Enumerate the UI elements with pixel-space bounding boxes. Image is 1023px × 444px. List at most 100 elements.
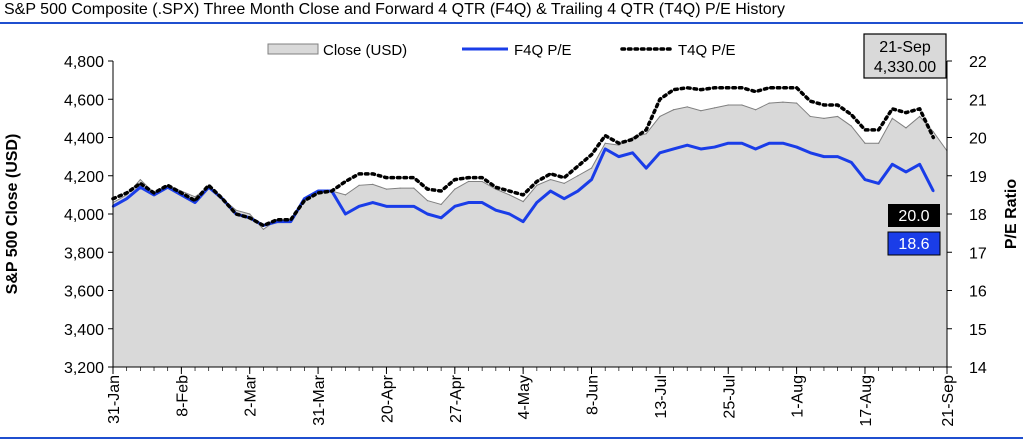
f4q-point	[781, 142, 785, 145]
t4q-point	[549, 173, 552, 175]
f4q-point	[604, 147, 607, 151]
close-point	[823, 117, 825, 119]
t4q-point	[727, 86, 730, 89]
close-point	[481, 180, 483, 183]
x-tick-label: 2-Mar	[243, 374, 260, 416]
f4q-point	[863, 178, 867, 181]
t4q-point	[371, 173, 374, 175]
t4q-point	[932, 136, 935, 139]
x-tick-labels: 31-Jan 8-Feb 2-Mar 31-Mar 20-Apr 27-Apr 4-May 8…	[106, 374, 957, 426]
chart-title: S&P 500 Composite (.SPX) Three Month Clo…	[4, 1, 785, 18]
y-tick-label: 4,200	[64, 169, 104, 186]
t4q-point	[426, 188, 429, 190]
f4q-point	[398, 205, 402, 208]
f4q-point	[535, 201, 539, 204]
close-point	[522, 200, 524, 203]
f4q-point	[672, 147, 675, 151]
t4q-point	[194, 199, 196, 202]
f4q-point	[494, 208, 498, 212]
f4q-point	[740, 142, 744, 145]
axes-layer	[108, 60, 952, 374]
x-tick-label: 17-Aug	[858, 375, 875, 427]
t4q-point	[248, 217, 251, 219]
x-tick-label: 31-Jan	[106, 375, 123, 424]
t4q-point	[823, 104, 825, 106]
close-point	[768, 102, 770, 104]
t4q-point	[221, 197, 224, 200]
close-point	[672, 109, 675, 111]
f4q-point	[453, 205, 456, 208]
x-tick-label: 31-Mar	[311, 374, 328, 425]
close-point	[631, 136, 634, 139]
y2-axis-label: P/E Ratio	[1003, 179, 1020, 249]
x-tick-label: 13-Jul	[653, 375, 670, 419]
t4q-point	[385, 176, 388, 179]
close-point	[139, 178, 141, 181]
x-tick-label: 21-Sep	[940, 375, 957, 427]
close-point	[932, 131, 934, 133]
t4q-point	[864, 129, 866, 131]
f4q-point	[289, 220, 292, 223]
close-point	[413, 187, 415, 189]
y-tick-label: 3,200	[64, 360, 104, 377]
y-tick-label: 4,600	[64, 92, 104, 109]
t4q-point	[180, 192, 183, 194]
y2-tick-label: 17	[969, 245, 987, 262]
t4q-point	[918, 108, 921, 110]
t4q-point	[454, 178, 456, 181]
close-point	[850, 125, 852, 127]
f4q-point	[521, 220, 525, 223]
f4q-point	[768, 142, 771, 145]
f4q-point	[303, 197, 306, 200]
f4q-point	[125, 197, 128, 200]
t4q-point	[563, 176, 565, 179]
f4q-point	[344, 212, 347, 216]
f4q-point	[467, 201, 470, 204]
close-point	[891, 117, 893, 119]
t4q-point	[891, 108, 894, 110]
f4q-point	[891, 163, 894, 166]
close-point	[372, 183, 374, 185]
t4q-point	[481, 176, 483, 179]
legend-label-t4q: T4Q P/E	[678, 42, 736, 59]
end-value-labels: 20.0 18.6	[887, 204, 941, 256]
f4q-point	[631, 151, 634, 154]
t4q-point	[235, 213, 237, 215]
t4q-point	[577, 165, 579, 167]
t4q-point	[768, 86, 771, 89]
t4q-point	[836, 104, 839, 106]
t4q-point	[412, 176, 415, 179]
callout-value: 4,330.00	[874, 59, 936, 76]
x-tick-label: 8-Jun	[585, 375, 602, 415]
f4q-point	[727, 142, 730, 145]
y2-tick-label: 18	[969, 207, 987, 224]
close-point	[467, 180, 470, 183]
f4q-point	[658, 151, 662, 154]
f4q-point	[439, 216, 443, 220]
t4q-point	[659, 98, 661, 101]
f4q-point	[508, 212, 511, 216]
close-point	[919, 115, 921, 118]
t4q-point	[358, 173, 360, 175]
close-point	[563, 182, 565, 184]
close-point	[549, 178, 552, 181]
t4q-point	[344, 180, 347, 183]
f4q-point	[590, 178, 593, 181]
y2-tick-label: 19	[969, 169, 987, 186]
x-tick-label: 1-Aug	[790, 375, 807, 418]
f4q-point	[371, 201, 374, 204]
y2-tick-label: 22	[969, 54, 987, 71]
f4q-point	[850, 161, 853, 164]
close-point	[713, 107, 716, 109]
close-point	[385, 188, 388, 190]
f4q-point	[713, 145, 716, 149]
f4q-end-label: 18.6	[898, 236, 929, 253]
f4q-point	[139, 186, 142, 189]
x-tick-label: 20-Apr	[379, 374, 396, 423]
y-tick-label: 3,400	[64, 322, 104, 339]
close-point	[659, 115, 661, 118]
t4q-point	[495, 186, 497, 189]
f4q-point	[932, 189, 935, 193]
close-point	[194, 196, 196, 198]
